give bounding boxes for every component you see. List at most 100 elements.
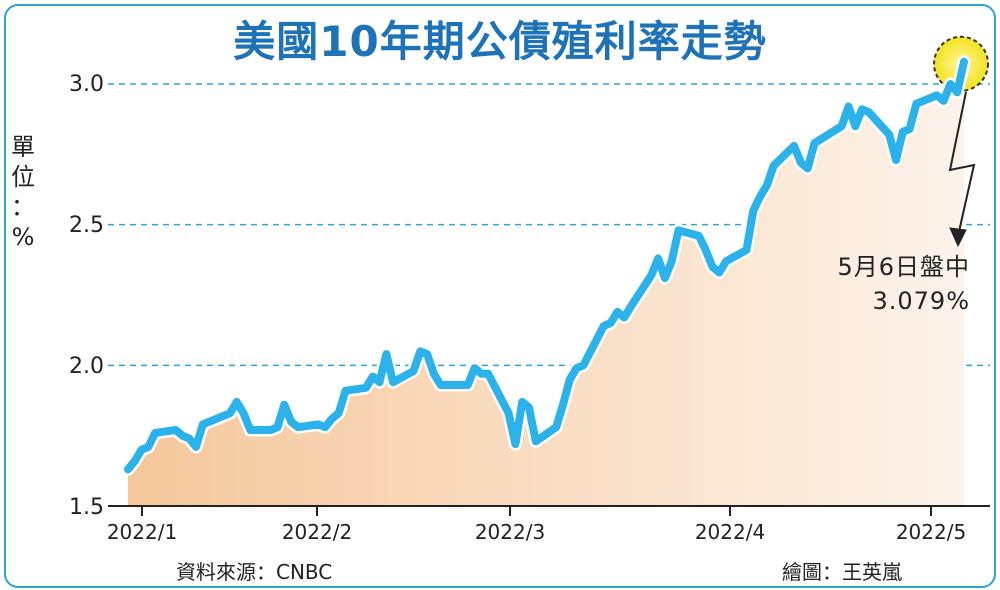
peak-annotation: 5月6日盤中 3.079% [780,250,970,318]
data-point [478,371,484,377]
data-point [662,275,668,281]
data-point [472,365,478,371]
data-point [465,382,471,388]
data-point [941,98,947,104]
data-point [614,309,620,315]
data-point [961,59,967,65]
data-point [145,444,151,450]
data-point [812,140,817,146]
y-tick-label: 2.0 [69,354,104,379]
data-point [526,405,532,410]
data-point [574,365,580,371]
data-point [200,421,206,427]
data-point [139,447,145,453]
data-point [295,424,301,430]
data-point [288,419,294,425]
data-point [886,132,892,138]
data-point [628,303,634,309]
data-point [125,466,131,472]
data-point [859,106,865,112]
data-point [696,233,702,239]
data-point [744,247,749,253]
data-point [716,270,722,275]
x-tick-label: 2022/2 [281,520,353,544]
data-point [234,399,240,405]
data-point [805,165,811,171]
data-point [370,374,376,380]
data-point [839,123,845,129]
data-point [846,104,851,109]
unit-char: % [11,223,35,251]
data-point [669,258,675,264]
data-point [621,315,627,320]
data-point [893,157,899,163]
data-point [336,410,342,416]
data-point [281,402,287,408]
data-point [179,433,185,439]
data-point [193,444,199,450]
data-point [390,379,396,385]
y-axis-unit-label: 單 位 ： % [8,132,38,252]
data-point [411,368,416,374]
x-tick-label: 2022/4 [694,520,766,544]
data-point [934,92,940,98]
data-point [132,458,138,464]
data-point [383,351,389,357]
y-tick-label: 1.5 [69,495,104,520]
y-tick-label: 2.5 [69,213,104,238]
data-point [710,264,715,270]
data-point [648,272,654,278]
annotation-date-label: 5月6日盤中 [837,253,970,281]
data-point [519,399,525,405]
lightning-arrow-head [949,227,967,248]
annotation-value-label: 3.079% [872,287,970,315]
data-point [601,323,607,329]
unit-char: ： [11,193,35,221]
data-point [417,348,423,354]
data-point [723,258,729,264]
data-point [173,427,179,433]
chart-title: 美國10年期公債殖利率走勢 [233,17,767,66]
data-point [866,109,872,115]
data-point [567,376,573,382]
data-point [676,227,681,233]
x-tick-label: 2022/3 [474,520,546,544]
data-point [363,385,369,391]
data-point [506,410,512,416]
data-point [485,371,491,377]
data-point [512,441,518,447]
data-point [798,160,804,166]
data-point [608,320,614,326]
unit-char: 單 [11,133,35,161]
series-area [128,61,964,507]
data-point [533,438,539,444]
data-point [852,123,858,129]
data-point [553,424,559,430]
data-point [247,427,253,433]
data-point [152,430,158,436]
data-point [913,101,919,107]
data-point [764,182,770,188]
data-point [560,402,566,408]
data-point [580,362,586,368]
data-point [315,421,321,427]
data-point [227,410,233,416]
data-point [900,129,906,135]
source-label: 資料來源：CNBC [176,560,333,584]
credit-label: 繪圖：王英嵐 [782,560,902,584]
data-point [268,427,274,433]
data-point [275,424,280,430]
unit-char: 位 [11,163,35,191]
data-point [750,208,756,214]
data-point [241,410,246,416]
x-tick-label: 2022/5 [895,520,967,544]
data-point [907,126,913,132]
data-point [322,424,328,430]
data-point [655,255,661,261]
data-point [186,436,192,441]
data-point [377,379,382,385]
data-point [954,89,960,95]
data-point [343,388,348,394]
data-point [329,416,335,422]
